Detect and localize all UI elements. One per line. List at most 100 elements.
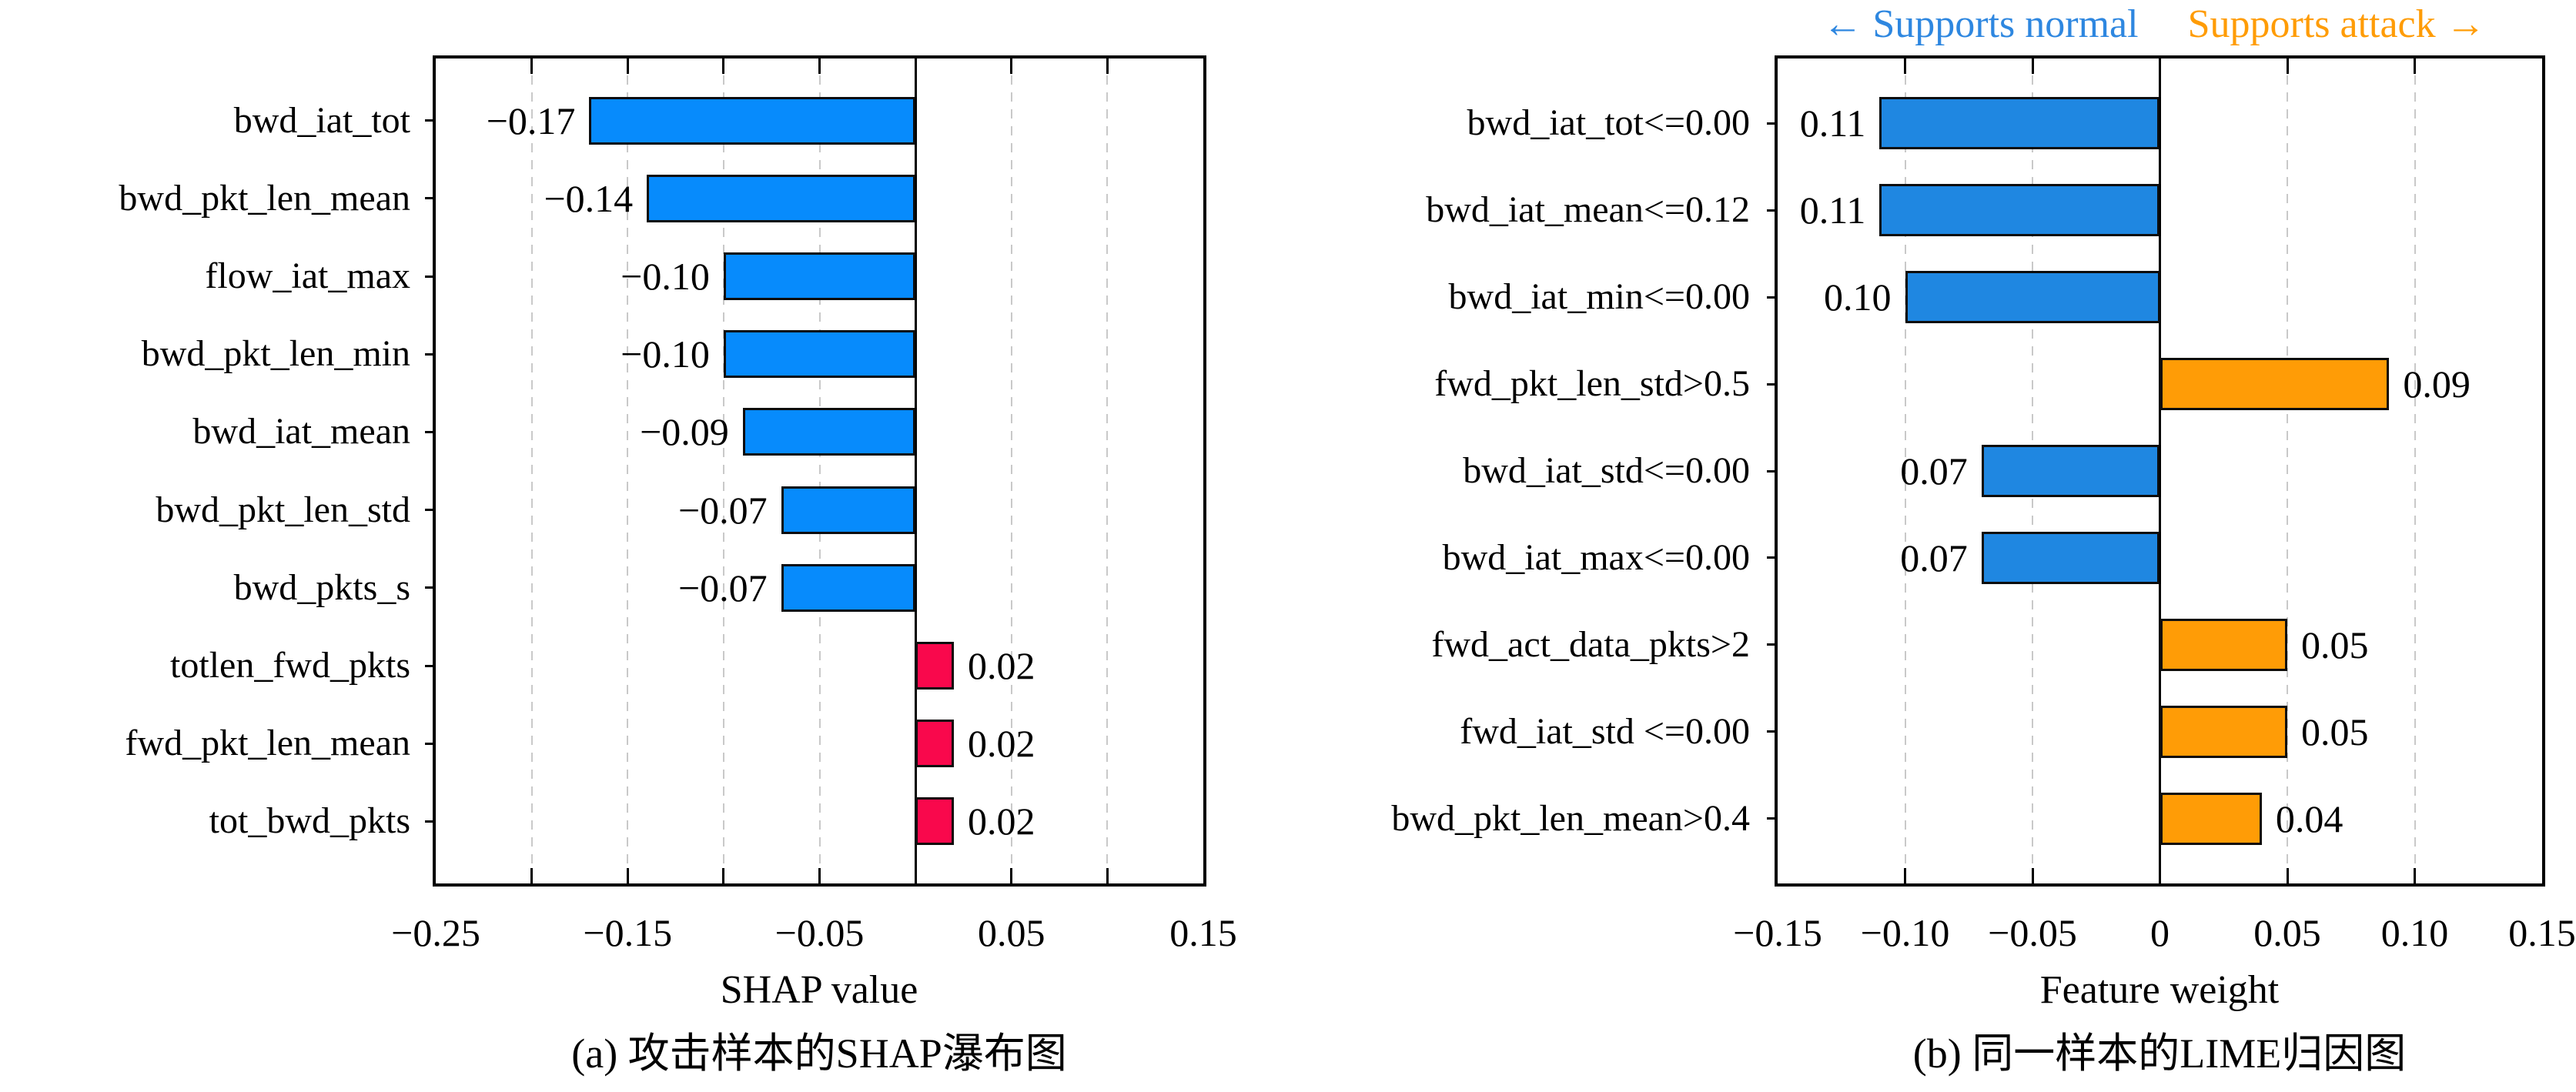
- y-tick-mark: [1767, 122, 1778, 125]
- x-tick-label: 0: [2150, 911, 2170, 954]
- category-label: bwd_iat_tot: [233, 99, 410, 141]
- y-tick-mark: [1767, 382, 1778, 386]
- positive-bar: [2159, 618, 2287, 671]
- gridline: [2287, 58, 2288, 883]
- x-tick-label: −0.25: [391, 911, 480, 954]
- negative-bar: [742, 408, 916, 456]
- category-label: bwd_pkt_len_std: [156, 489, 410, 530]
- negative-bar: [1981, 531, 2160, 584]
- x-tick-label: 0.15: [1169, 911, 1237, 954]
- gridline: [1010, 58, 1012, 883]
- x-tick-mark: [1904, 868, 1906, 883]
- gridline: [530, 58, 533, 883]
- value-label: 0.11: [1799, 102, 1866, 145]
- y-tick-mark: [425, 742, 436, 745]
- lime-x-axis-label: Feature weight: [2039, 968, 2280, 1012]
- x-tick-mark: [2031, 868, 2034, 883]
- x-tick-label: 0.15: [2508, 911, 2576, 954]
- x-tick-mark: [722, 868, 725, 883]
- positive-bar: [2159, 792, 2262, 845]
- x-tick-mark: [530, 868, 534, 883]
- x-tick-mark: [1106, 868, 1109, 883]
- x-tick-mark: [1904, 58, 1906, 74]
- gridline: [627, 58, 629, 883]
- value-label: 0.04: [2275, 796, 2343, 840]
- positive-bar: [915, 642, 954, 690]
- category-label: bwd_pkt_len_mean>0.4: [1391, 797, 1750, 839]
- x-tick-mark: [818, 868, 821, 883]
- value-label: 0.05: [2301, 710, 2369, 753]
- category-label: bwd_pkt_len_min: [141, 333, 410, 375]
- x-tick-mark: [530, 58, 534, 74]
- x-tick-label: −0.05: [1988, 911, 2077, 954]
- value-label: 0.10: [1824, 276, 1892, 319]
- gridline: [2414, 58, 2416, 883]
- value-label: 0.07: [1900, 536, 1968, 579]
- category-label: bwd_pkt_len_mean: [119, 177, 410, 219]
- category-label: bwd_iat_mean: [192, 411, 410, 452]
- negative-bar: [647, 174, 916, 222]
- category-label: fwd_act_data_pkts>2: [1431, 623, 1750, 665]
- lime-legend: ← Supports normal Supports attack →: [1732, 2, 2576, 48]
- x-tick-mark: [2286, 58, 2289, 74]
- value-label: 0.02: [967, 644, 1035, 687]
- value-label: −0.09: [640, 410, 729, 454]
- x-tick-mark: [626, 868, 629, 883]
- gridline: [1106, 58, 1109, 883]
- y-tick-mark: [425, 664, 436, 667]
- value-label: 0.11: [1799, 189, 1866, 232]
- negative-bar: [723, 330, 916, 379]
- value-label: 0.02: [967, 722, 1035, 766]
- y-tick-mark: [1767, 643, 1778, 646]
- category-label: bwd_iat_min<=0.00: [1448, 276, 1750, 318]
- positive-bar: [915, 797, 954, 846]
- value-label: −0.17: [486, 99, 576, 142]
- value-label: 0.02: [967, 800, 1035, 843]
- y-tick-mark: [1767, 209, 1778, 212]
- y-tick-mark: [1767, 469, 1778, 473]
- legend-supports-attack: Supports attack →: [2187, 2, 2486, 46]
- negative-bar: [781, 486, 916, 534]
- value-label: −0.07: [677, 488, 768, 532]
- positive-bar: [915, 720, 954, 768]
- value-label: 0.07: [1900, 449, 1968, 493]
- gridline: [818, 58, 821, 883]
- x-tick-label: 0.05: [2253, 911, 2321, 954]
- shap-x-axis-label: SHAP value: [720, 968, 918, 1012]
- x-tick-label: −0.05: [774, 911, 865, 954]
- shap-caption: (a) 攻击样本的SHAP瀑布图: [571, 1030, 1067, 1077]
- y-tick-mark: [425, 275, 436, 278]
- y-tick-mark: [1767, 556, 1778, 559]
- y-tick-mark: [1767, 730, 1778, 733]
- value-label: −0.07: [677, 566, 768, 609]
- category-label: bwd_pkts_s: [233, 566, 410, 608]
- x-tick-mark: [626, 58, 629, 74]
- negative-bar: [723, 252, 916, 300]
- x-tick-label: −0.10: [1860, 911, 1950, 954]
- gridline: [722, 58, 724, 883]
- category-label: bwd_iat_max<=0.00: [1442, 536, 1750, 578]
- gridline: [1904, 58, 1906, 883]
- x-tick-mark: [1010, 868, 1013, 883]
- category-label: bwd_iat_tot<=0.00: [1467, 102, 1750, 144]
- negative-bar: [781, 563, 916, 612]
- x-tick-label: −0.15: [1733, 911, 1822, 954]
- negative-bar: [1879, 97, 2160, 150]
- x-tick-mark: [2414, 58, 2416, 74]
- value-label: −0.14: [544, 176, 634, 220]
- category-label: bwd_iat_mean<=0.12: [1426, 189, 1750, 231]
- negative-bar: [589, 96, 916, 145]
- legend-supports-normal: ← Supports normal: [1822, 2, 2139, 46]
- x-tick-mark: [1106, 58, 1109, 74]
- negative-bar: [1981, 445, 2160, 497]
- y-tick-mark: [425, 586, 436, 589]
- y-tick-mark: [425, 197, 436, 200]
- value-label: 0.09: [2403, 362, 2471, 406]
- negative-bar: [1879, 184, 2160, 237]
- y-tick-mark: [425, 352, 436, 356]
- category-label: fwd_iat_std <=0.00: [1460, 710, 1750, 752]
- zero-line: [2159, 58, 2161, 883]
- y-tick-mark: [425, 820, 436, 823]
- x-tick-mark: [2031, 58, 2034, 74]
- value-label: 0.05: [2301, 623, 2369, 666]
